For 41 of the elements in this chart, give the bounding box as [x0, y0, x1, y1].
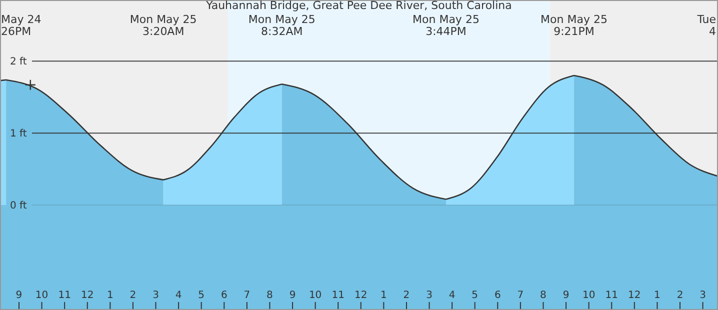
x-tick-label: 1: [380, 290, 387, 301]
x-tick-label: 4: [175, 290, 182, 301]
x-tick-label: 1: [106, 290, 114, 301]
annotation: Mon May 25 3:44PM: [412, 13, 480, 38]
x-tick-label: 3: [152, 290, 159, 301]
annotation: Mon May 25 8:32AM: [248, 13, 316, 38]
y-tick-label: 2 ft: [10, 56, 27, 68]
x-tick-label: 9: [289, 290, 296, 301]
x-tick-label: 6: [220, 290, 228, 301]
x-tick-label: 12: [354, 290, 368, 301]
x-tick-label: 10: [35, 290, 48, 301]
annotation: Mon May 25 3:20AM: [130, 13, 197, 38]
x-tick-label: 2: [676, 290, 684, 301]
x-tick-label: 11: [332, 290, 344, 301]
x-tick-label: 3: [426, 290, 432, 301]
x-tick-label: 9: [562, 290, 570, 301]
x-tick-label: 10: [308, 290, 322, 301]
x-tick-label: 2: [130, 290, 136, 301]
annotation: May 24 26PM: [1, 13, 42, 38]
annotation: Mon May 25 9:21PM: [540, 13, 608, 38]
x-tick-label: 2: [403, 290, 410, 301]
x-tick-label: 4: [448, 290, 456, 301]
x-tick-label: 3: [700, 290, 706, 301]
x-tick-label: 1: [654, 290, 660, 301]
x-tick-label: 12: [81, 290, 94, 301]
x-tick-label: 10: [582, 290, 596, 301]
x-tick-label: 6: [494, 290, 501, 301]
x-tick-label: 8: [540, 290, 546, 301]
x-tick-label: 9: [16, 290, 22, 301]
annotation: Tue 4: [696, 13, 716, 38]
x-tick-label: 7: [517, 290, 524, 301]
y-tick-label: 0 ft: [10, 200, 27, 212]
chart-title: Yauhannah Bridge, Great Pee Dee River, South Carolina: [205, 0, 512, 12]
y-tick-label: 1 ft: [10, 128, 27, 140]
x-tick-label: 7: [244, 290, 250, 301]
x-tick-label: 11: [605, 290, 618, 301]
x-tick-label: 5: [472, 290, 478, 301]
x-tick-label: 11: [58, 290, 71, 301]
x-tick-label: 12: [628, 290, 641, 301]
x-tick-label: 8: [266, 290, 273, 301]
x-tick-label: 5: [198, 290, 205, 301]
